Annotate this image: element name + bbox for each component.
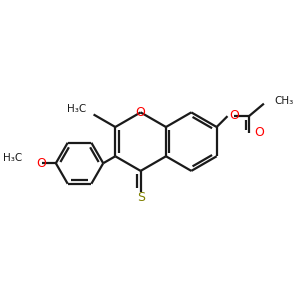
- Text: S: S: [136, 191, 145, 204]
- Text: CH₃: CH₃: [274, 96, 294, 106]
- Text: H₃C: H₃C: [3, 153, 22, 163]
- Text: H₃C: H₃C: [67, 104, 86, 115]
- Text: O: O: [254, 126, 264, 140]
- Text: O: O: [136, 106, 146, 119]
- Text: O: O: [36, 157, 46, 170]
- Text: O: O: [230, 109, 240, 122]
